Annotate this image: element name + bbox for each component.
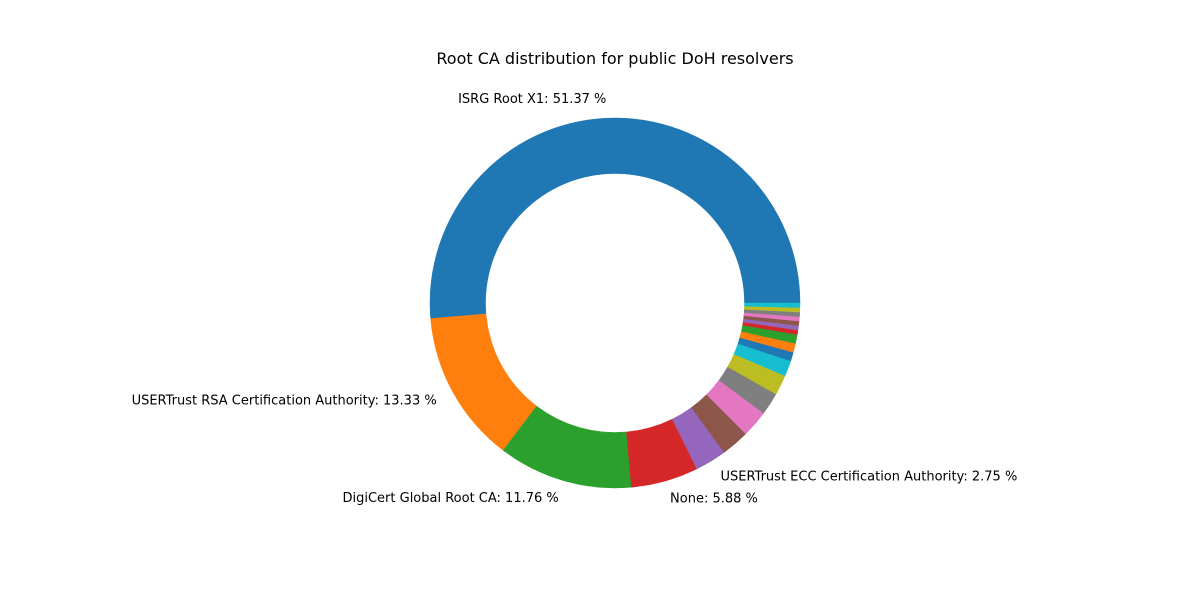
- donut-slice-19: [744, 302, 801, 308]
- slice-label-3: None: 5.88 %: [670, 491, 758, 506]
- donut-slices: [429, 117, 801, 489]
- donut-slice-0: [429, 117, 801, 319]
- slice-label-4: USERTrust ECC Certification Authority: 2…: [720, 470, 1017, 485]
- slice-label-0: ISRG Root X1: 51.37 %: [458, 92, 606, 107]
- slice-labels: ISRG Root X1: 51.37 % USERTrust RSA Certi…: [132, 92, 1018, 506]
- chart-title: Root CA distribution for public DoH reso…: [436, 49, 793, 68]
- slice-label-2: DigiCert Global Root CA: 11.76 %: [342, 491, 558, 506]
- slice-label-1: USERTrust RSA Certification Authority: 1…: [132, 394, 437, 409]
